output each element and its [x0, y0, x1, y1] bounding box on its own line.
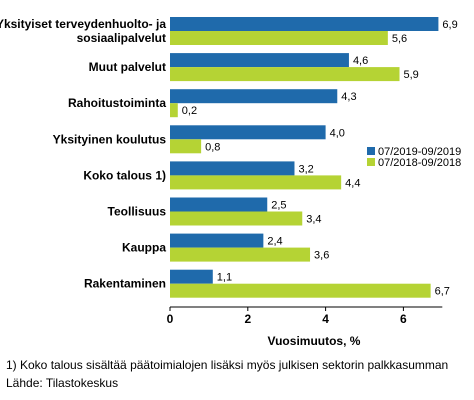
bar [170, 139, 202, 154]
data-label: 3,4 [306, 214, 321, 226]
x-tick-label: 4 [322, 312, 329, 326]
data-label: 3,6 [314, 250, 329, 262]
data-label: 2,4 [267, 236, 282, 248]
data-label: 3,2 [298, 163, 313, 175]
bar [170, 283, 431, 298]
x-tick-label: 2 [244, 312, 251, 326]
bar [170, 89, 338, 104]
data-label: 0,8 [205, 141, 220, 153]
bar [170, 175, 342, 190]
bar [170, 211, 303, 226]
bar [170, 247, 311, 262]
bar [170, 197, 268, 212]
legend-label: 07/2019-09/2019 [378, 146, 461, 158]
category-label: Rahoitustoiminta [68, 96, 166, 110]
bar [170, 233, 264, 248]
data-label: 5,6 [392, 33, 407, 45]
data-label: 2,5 [271, 200, 286, 212]
bar [170, 17, 439, 31]
bar [170, 67, 400, 82]
category-label: Yksityinen koulutus [53, 132, 167, 146]
bar [170, 53, 349, 68]
bar [170, 103, 178, 118]
bar [170, 161, 295, 176]
bar-chart: 6,9 5,6 Yksityiset terveydenhuolto- jasosi… [0, 17, 461, 348]
data-label: 4,4 [345, 177, 360, 189]
data-label: 0,2 [182, 105, 197, 117]
category-label: Rakentaminen [84, 277, 166, 291]
bar [170, 31, 388, 45]
data-label: 5,9 [404, 69, 419, 81]
bar [170, 125, 326, 140]
data-label: 4,6 [353, 55, 368, 67]
category-label: Yksityiset terveydenhuolto- ja [0, 17, 166, 31]
source-text: Lähde: Tilastokeskus [6, 376, 119, 390]
category-label: sosiaalipalvelut [77, 31, 166, 45]
bar [170, 269, 213, 284]
data-label: 6,7 [435, 286, 450, 298]
data-label: 6,9 [442, 19, 457, 31]
x-tick-label: 0 [167, 312, 174, 326]
legend-label: 07/2018-09/2018 [378, 157, 461, 169]
category-label: Teollisuus [108, 205, 167, 219]
legend-swatch [367, 147, 375, 155]
category-label: Muut palvelut [89, 60, 166, 74]
category-label: Koko talous 1) [83, 168, 166, 182]
data-label: 4,0 [330, 127, 345, 139]
data-label: 1,1 [217, 272, 232, 284]
x-tick-label: 6 [400, 312, 407, 326]
footnote-text: 1) Koko talous sisältää päätoimialojen l… [6, 358, 449, 372]
legend-swatch [367, 158, 375, 166]
category-label: Kauppa [122, 241, 166, 255]
data-label: 4,3 [341, 91, 356, 103]
x-axis-title: Vuosimuutos, % [268, 334, 361, 348]
